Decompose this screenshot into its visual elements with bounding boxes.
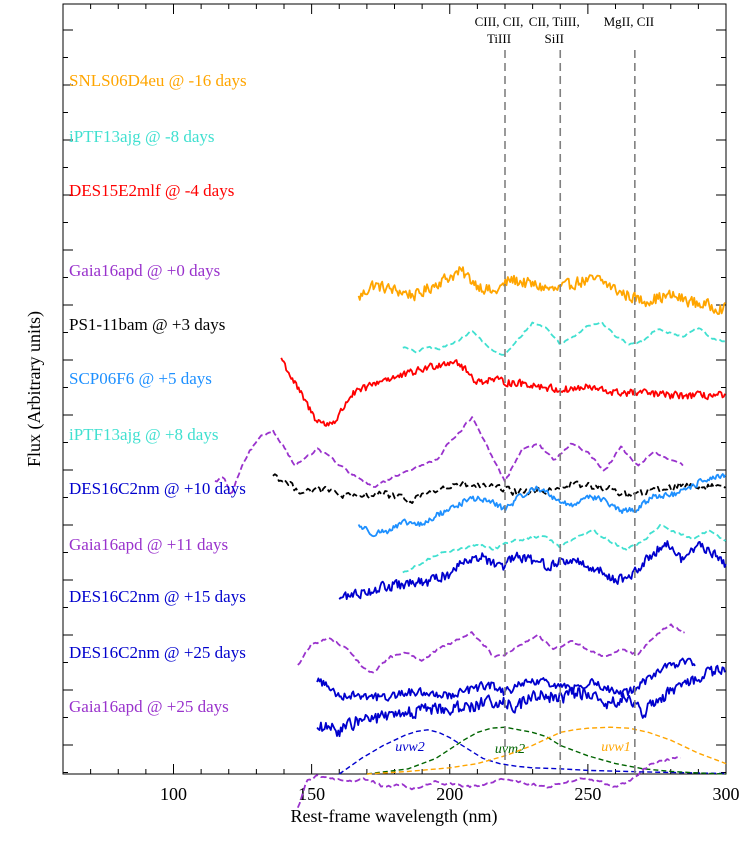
series-label: PS1-11bam @ +3 days	[69, 315, 225, 334]
filter-curves: uvw2 uvm2 uvw1	[338, 726, 727, 775]
series-label: Gaia16apd @ +25 days	[69, 697, 229, 716]
series-label: iPTF13ajg @ +8 days	[69, 425, 218, 444]
reference-line-label: TiIII	[487, 31, 511, 46]
x-axis-label: Rest-frame wavelength (nm)	[291, 806, 498, 827]
series-label: SCP06F6 @ +5 days	[69, 369, 212, 388]
reference-line-label: MgII, CII	[604, 14, 655, 29]
reference-line-label: CIII, CII,	[475, 14, 524, 29]
series-label: iPTF13ajg @ -8 days	[69, 127, 215, 146]
series-label: SNLS06D4eu @ -16 days	[69, 71, 247, 90]
series-label: Gaia16apd @ +11 days	[69, 535, 228, 554]
series-line	[272, 473, 727, 505]
filter-label-uvm2: uvm2	[495, 742, 525, 757]
x-tick-label: 200	[436, 784, 463, 804]
series-line	[214, 416, 684, 495]
series-line	[338, 540, 727, 600]
series-line	[402, 524, 727, 574]
series-line	[297, 623, 685, 674]
series-line	[402, 321, 726, 356]
series-line	[316, 657, 696, 702]
reference-lines: CIII, CII, TiIII CII, TiIII, SiII MgII, CII	[475, 14, 654, 774]
x-tick-label: 300	[713, 784, 740, 804]
spectra-series	[214, 266, 727, 809]
series-label: DES16C2nm @ +10 days	[69, 479, 246, 498]
series-labels: SNLS06D4eu @ -16 days iPTF13ajg @ -8 days…	[69, 71, 247, 716]
filter-label-uvw2: uvw2	[395, 740, 425, 755]
reference-line-label: CII, TiIII,	[529, 14, 580, 29]
series-label: DES16C2nm @ +25 days	[69, 643, 246, 662]
reference-line-label: SiII	[545, 31, 565, 46]
x-tick-labels: 100 150 200 250 300	[160, 784, 740, 804]
filter-curve-uvw2	[338, 729, 727, 775]
y-axis-label: Flux (Arbitrary units)	[24, 311, 45, 467]
series-line	[357, 266, 727, 316]
series-label: Gaia16apd @ +0 days	[69, 261, 220, 280]
series-line	[316, 664, 726, 738]
filter-curve-uvm2	[366, 726, 727, 775]
x-tick-label: 100	[160, 784, 187, 804]
x-tick-label: 250	[574, 784, 601, 804]
series-line	[280, 357, 726, 427]
filter-curve-uvw1	[366, 726, 727, 775]
series-label: DES16C2nm @ +15 days	[69, 587, 246, 606]
series-label: DES15E2mlf @ -4 days	[69, 181, 234, 200]
filter-label-uvw1: uvw1	[601, 740, 631, 755]
series-line	[357, 473, 727, 538]
series-line	[296, 756, 682, 809]
